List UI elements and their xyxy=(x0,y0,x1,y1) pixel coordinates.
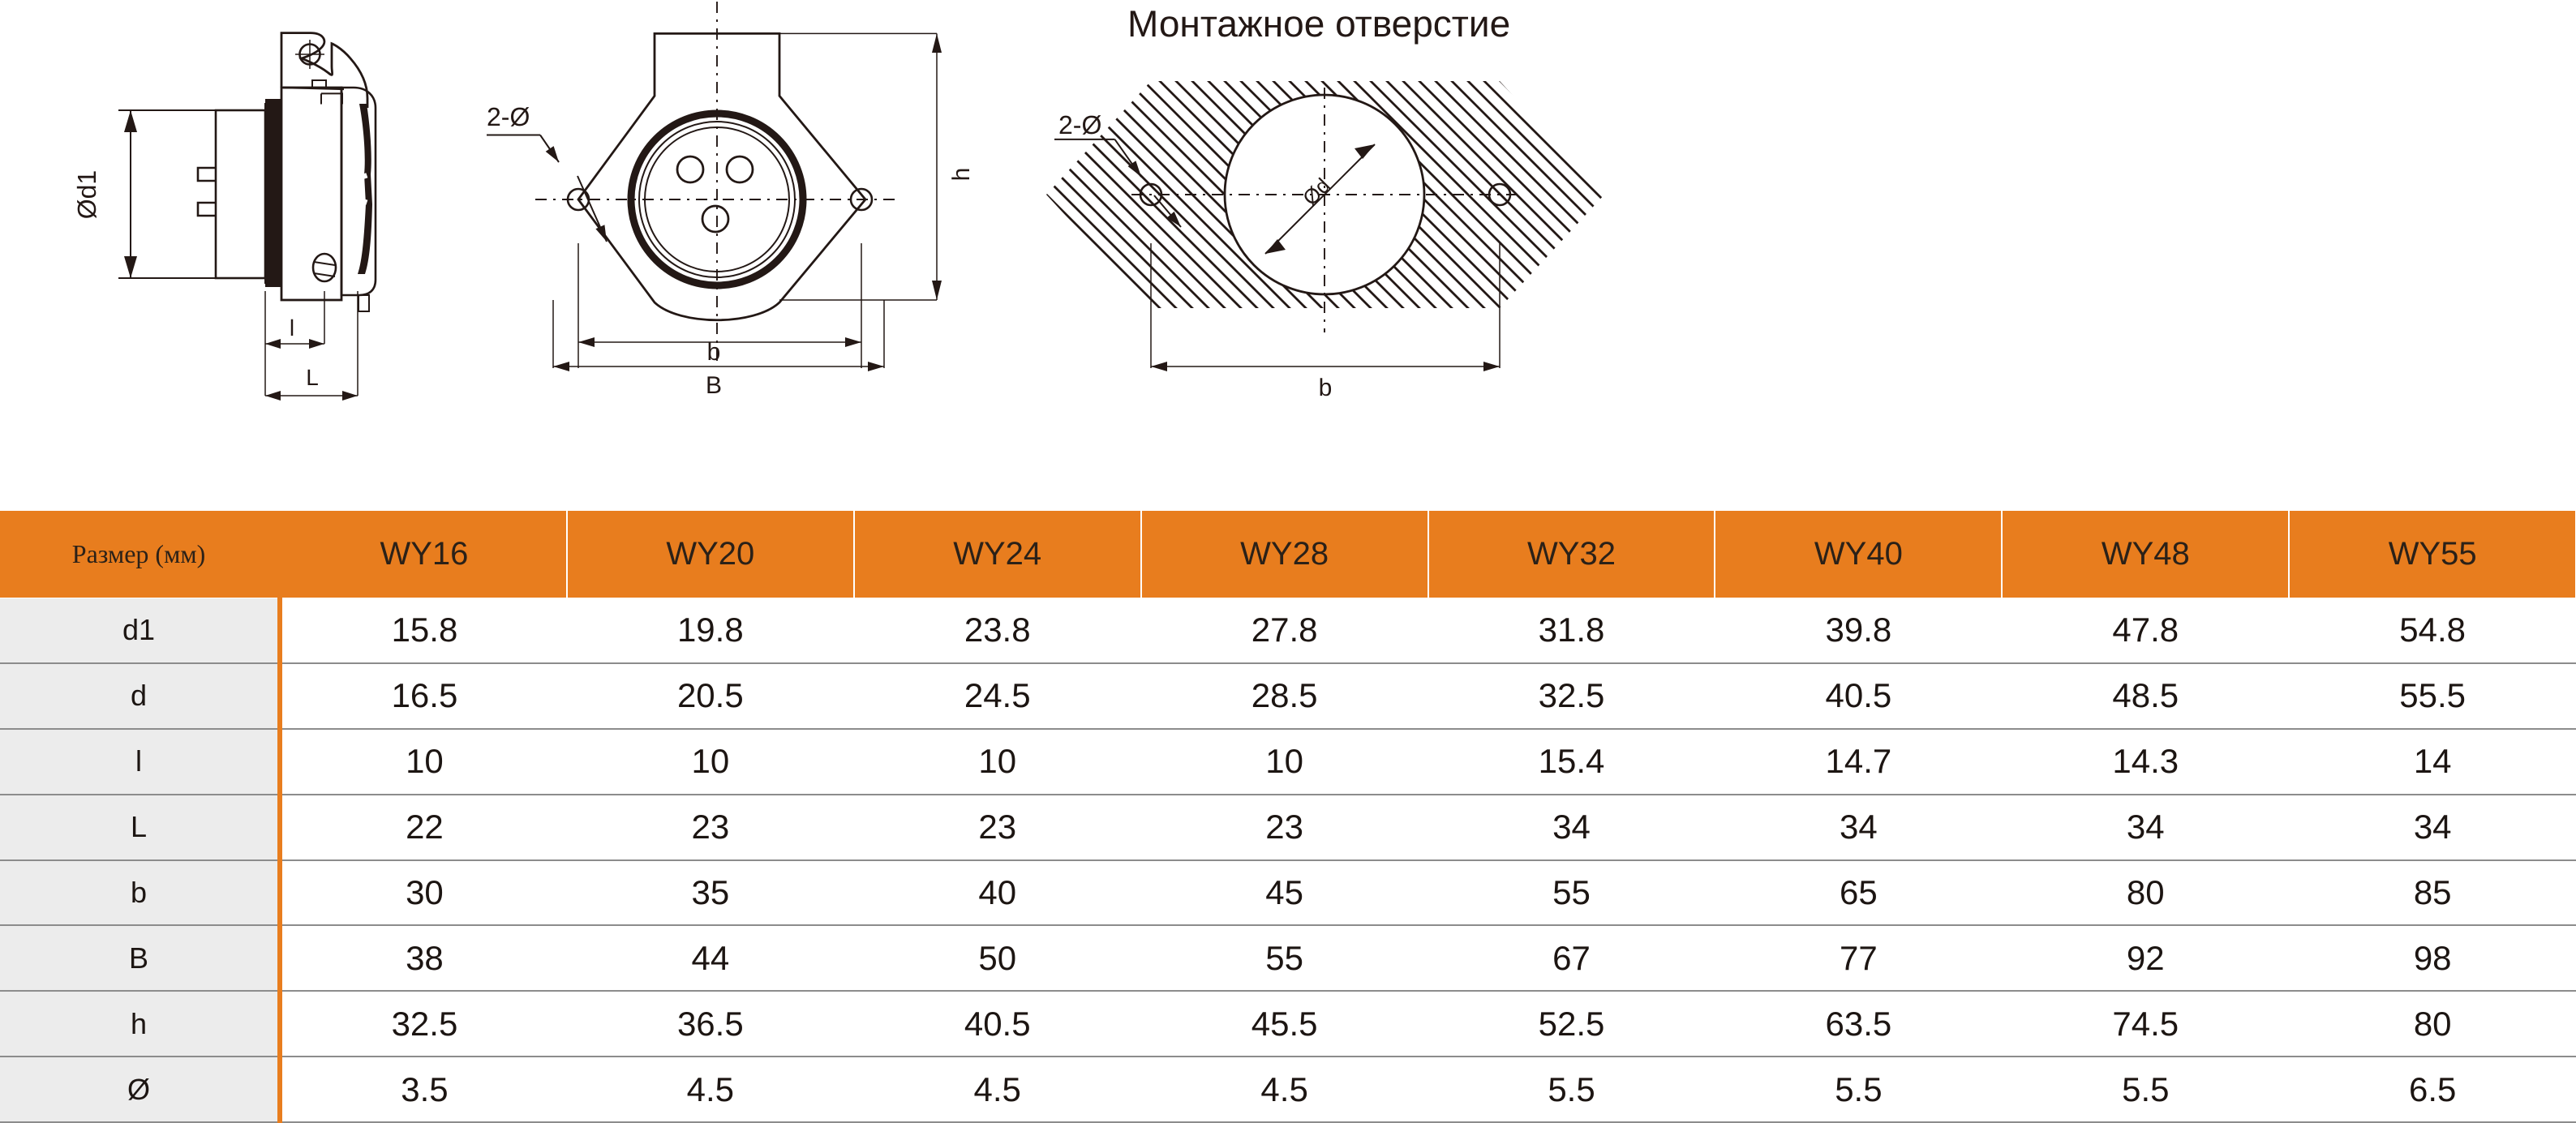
svg-text:h: h xyxy=(948,168,975,182)
svg-text:B: B xyxy=(706,372,722,399)
svg-text:L: L xyxy=(306,365,319,390)
svg-text:b: b xyxy=(1319,375,1333,401)
svg-text:Ød1: Ød1 xyxy=(72,170,101,219)
svg-text:2-Ø: 2-Ø xyxy=(1058,110,1101,139)
svg-text:2-Ø: 2-Ø xyxy=(487,102,530,131)
svg-text:b: b xyxy=(707,339,721,366)
svg-text:l: l xyxy=(290,315,294,341)
svg-text:Монтажное отверстие: Монтажное отверстие xyxy=(1127,2,1510,45)
